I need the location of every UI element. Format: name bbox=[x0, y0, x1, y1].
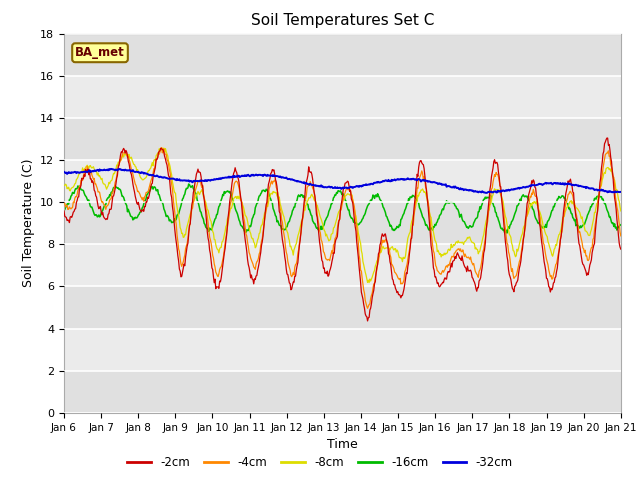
Bar bbox=[64, 76, 621, 118]
Bar bbox=[64, 34, 621, 76]
Bar bbox=[64, 371, 621, 413]
Bar bbox=[64, 244, 621, 287]
Y-axis label: Soil Temperature (C): Soil Temperature (C) bbox=[22, 159, 35, 288]
Bar bbox=[64, 160, 621, 202]
Text: BA_met: BA_met bbox=[75, 46, 125, 59]
Legend: -2cm, -4cm, -8cm, -16cm, -32cm: -2cm, -4cm, -8cm, -16cm, -32cm bbox=[122, 452, 518, 474]
Title: Soil Temperatures Set C: Soil Temperatures Set C bbox=[251, 13, 434, 28]
Bar bbox=[64, 328, 621, 371]
Bar bbox=[64, 287, 621, 328]
Bar bbox=[64, 202, 621, 244]
X-axis label: Time: Time bbox=[327, 438, 358, 451]
Bar bbox=[64, 118, 621, 160]
